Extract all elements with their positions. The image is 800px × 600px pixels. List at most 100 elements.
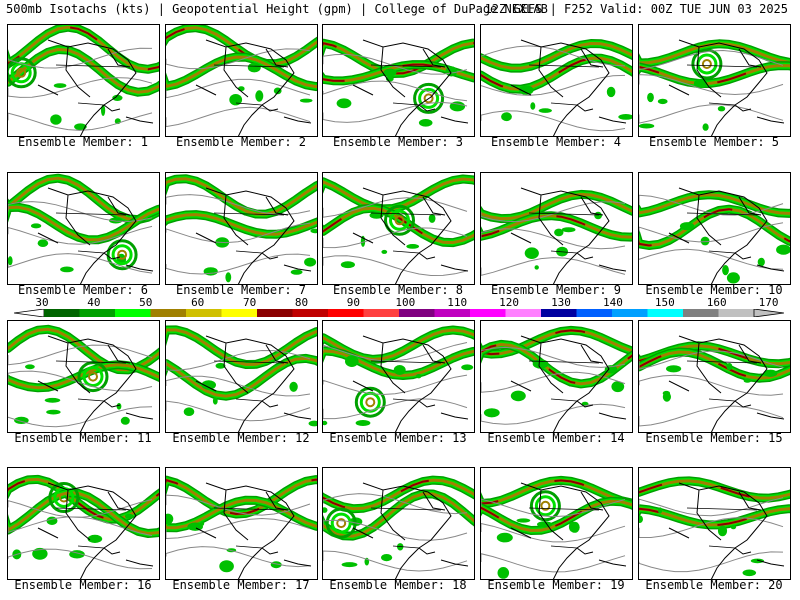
map-plot <box>166 475 317 579</box>
isotach-blob <box>554 228 564 237</box>
coastline <box>510 335 627 432</box>
height-contour <box>166 78 311 99</box>
isotach-blob <box>611 381 625 393</box>
height-contour <box>166 546 311 568</box>
colorbar-swatch <box>505 309 542 317</box>
isotach-blob <box>647 92 654 103</box>
map-plot <box>481 187 632 284</box>
colorbar-label: 150 <box>654 296 675 309</box>
coastline <box>510 187 627 284</box>
isotach-blob <box>717 106 726 112</box>
isotach-blob <box>323 507 328 513</box>
jet-core <box>639 64 790 85</box>
isotach-blob <box>299 98 313 103</box>
isotach-blob <box>355 420 371 426</box>
map-plot <box>166 174 317 284</box>
political-border <box>686 360 758 402</box>
coastline <box>352 335 469 432</box>
coastline <box>37 39 154 136</box>
isotach-blob <box>381 554 393 562</box>
map-plot <box>639 187 790 284</box>
map-plot <box>166 25 317 136</box>
closed-low-ring <box>48 482 80 513</box>
political-border <box>686 212 758 254</box>
isotach-blob <box>310 228 317 234</box>
isotach-blob <box>273 87 282 95</box>
isotach-blob <box>428 213 436 223</box>
political-border <box>213 507 285 549</box>
jet-core <box>639 479 790 500</box>
ensemble-member-11-map <box>7 320 160 433</box>
height-contour <box>639 194 784 216</box>
page-title: 500mb Isotachs (kts) | Geopotential Heig… <box>6 2 548 16</box>
map-plot <box>639 476 790 579</box>
height-contour <box>639 551 784 573</box>
coastline <box>195 187 312 284</box>
isotach-band <box>639 193 790 215</box>
height-contour <box>639 248 784 270</box>
height-contour <box>639 74 784 96</box>
map-plot <box>639 335 790 432</box>
height-contour <box>639 104 784 124</box>
colorbar-label: 160 <box>706 296 727 309</box>
isotach-blob <box>524 247 539 259</box>
closed-low-ring <box>701 59 712 69</box>
jet-core <box>481 329 632 356</box>
coastline <box>668 335 785 432</box>
isotach-blob <box>201 380 216 390</box>
political-border <box>370 360 442 402</box>
map-plot <box>323 475 474 579</box>
ensemble-member-20-map <box>638 467 791 580</box>
map-plot <box>323 38 474 136</box>
jet-core <box>166 26 317 65</box>
height-contour <box>323 53 468 75</box>
isotach-blob <box>238 86 245 92</box>
closed-low-ring <box>696 53 718 75</box>
isotach-blob <box>530 102 536 110</box>
isotach-band <box>166 213 317 236</box>
height-contour <box>481 45 626 67</box>
isotach-blob <box>461 364 474 371</box>
political-border <box>55 360 127 402</box>
isotach-blob <box>109 217 123 224</box>
height-contour <box>323 255 468 277</box>
political-border <box>686 507 758 549</box>
isotach-blob <box>538 108 552 113</box>
height-contour <box>166 222 311 244</box>
ensemble-member-2-map <box>165 24 318 137</box>
jet-core <box>639 350 790 380</box>
isotach-blob <box>449 101 466 112</box>
jet-core <box>639 507 790 526</box>
height-contour <box>8 77 153 98</box>
ensemble-member-14-map <box>480 320 633 433</box>
closed-low-ring <box>418 87 440 109</box>
colorbar-swatch <box>221 309 258 317</box>
ensemble-member-label: Ensemble Member: 10 <box>645 283 783 297</box>
isotach-blob <box>87 534 103 543</box>
ensemble-member-12-map <box>165 320 318 433</box>
ensemble-member-label: Ensemble Member: 19 <box>487 578 625 592</box>
map-plot <box>8 324 159 432</box>
height-contour <box>166 400 311 422</box>
height-contour <box>166 349 311 371</box>
isotach-blob <box>657 98 668 105</box>
height-contour <box>481 257 626 276</box>
map-plot <box>323 174 474 284</box>
page-header: 500mb Isotachs (kts) | Geopotential Heig… <box>6 2 796 18</box>
colorbar-swatch <box>328 309 364 317</box>
height-contour <box>481 522 626 543</box>
political-border <box>213 212 285 254</box>
political-border <box>528 212 600 254</box>
political-border <box>528 507 600 549</box>
jet-core <box>481 500 632 532</box>
colorbar-swatch <box>363 309 400 317</box>
coastline <box>195 335 312 432</box>
jet-core <box>481 479 632 505</box>
colorbar-label: 40 <box>87 296 101 309</box>
isotach-blob <box>497 567 510 579</box>
isotach-blob <box>393 365 406 375</box>
height-contour <box>323 550 468 572</box>
closed-low-ring <box>117 249 128 260</box>
isotach-blob <box>516 518 531 523</box>
isotach-blob <box>618 114 632 120</box>
